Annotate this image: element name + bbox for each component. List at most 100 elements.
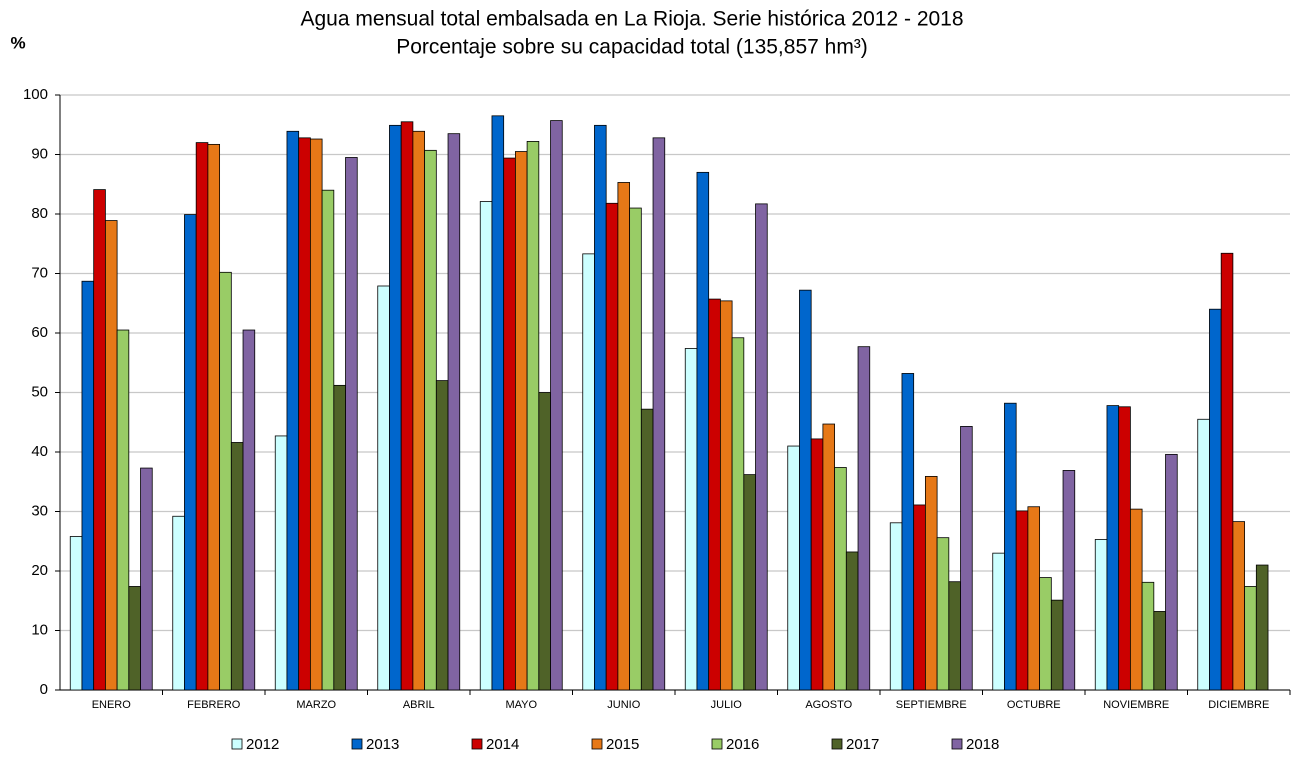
- x-tick-label: OCTUBRE: [1007, 699, 1061, 711]
- y-axis-label: %: [10, 33, 25, 52]
- bar: [1027, 506, 1041, 691]
- legend-label: 2017: [846, 736, 879, 753]
- legend-label: 2016: [726, 736, 759, 753]
- bar: [286, 130, 300, 691]
- x-tick-label: NOVIEMBRE: [1103, 699, 1169, 711]
- bar: [594, 124, 607, 691]
- x-tick-label: DICIEMBRE: [1208, 699, 1269, 711]
- x-tick-label: SEPTIEMBRE: [896, 699, 967, 711]
- bar: [708, 298, 721, 691]
- bar: [913, 504, 926, 691]
- bar: [1209, 308, 1222, 691]
- bar: [412, 130, 426, 691]
- x-tick-label: ABRIL: [403, 699, 435, 711]
- y-tick-label: 70: [31, 264, 48, 281]
- bar: [514, 151, 528, 691]
- bar: [503, 157, 516, 691]
- bar: [1220, 252, 1234, 691]
- x-tick-label: JULIO: [711, 699, 743, 711]
- bar: [377, 285, 390, 691]
- bar: [1153, 611, 1166, 691]
- bar: [755, 203, 768, 691]
- bar: [128, 586, 141, 691]
- bar: [1129, 508, 1143, 691]
- bar: [731, 337, 745, 691]
- x-tick-label: JUNIO: [607, 699, 640, 711]
- x-tick-label: MAYO: [505, 699, 537, 711]
- legend-label: 2014: [486, 736, 519, 753]
- bar: [640, 408, 654, 691]
- legend-swatch: [231, 738, 243, 750]
- bar: [719, 300, 733, 691]
- bar: [1062, 470, 1076, 691]
- x-tick-label: FEBRERO: [187, 699, 241, 711]
- bar: [424, 149, 437, 691]
- bar: [207, 143, 221, 691]
- legend-swatch: [951, 738, 963, 750]
- bar: [1197, 418, 1210, 691]
- bar: [69, 536, 83, 691]
- legend-swatch: [471, 738, 483, 750]
- bar: [93, 189, 106, 691]
- bar: [1050, 599, 1064, 691]
- bar: [526, 141, 540, 691]
- bar: [810, 438, 824, 691]
- y-tick-label: 30: [31, 502, 48, 519]
- bar: [889, 522, 903, 691]
- bar: [960, 426, 973, 691]
- bar: [345, 157, 358, 691]
- y-tick-label: 0: [40, 681, 48, 698]
- y-tick-label: 10: [31, 621, 48, 638]
- bar: [1165, 453, 1178, 691]
- bar: [605, 202, 619, 691]
- y-tick-label: 50: [31, 383, 48, 400]
- bar: [924, 475, 938, 691]
- legend-label: 2018: [966, 736, 999, 753]
- bar: [479, 201, 493, 691]
- bar: [787, 445, 800, 691]
- legend-label: 2013: [366, 736, 399, 753]
- bar: [447, 133, 461, 691]
- bar: [219, 271, 232, 691]
- bar: [435, 380, 449, 691]
- bar: [321, 189, 335, 691]
- bar: [172, 515, 185, 691]
- y-tick-label: 100: [23, 86, 48, 103]
- bar: [1004, 402, 1017, 691]
- bar: [696, 171, 710, 691]
- bar: [684, 348, 698, 691]
- bar: [116, 329, 130, 691]
- bar: [230, 442, 244, 691]
- bar: [652, 137, 666, 691]
- y-tick-label: 90: [31, 145, 48, 162]
- bar: [389, 124, 402, 691]
- legend-label: 2012: [246, 736, 279, 753]
- bar: [1094, 539, 1108, 691]
- bar: [582, 253, 595, 691]
- bar: [834, 467, 847, 691]
- bar: [104, 220, 118, 691]
- bar: [901, 373, 915, 691]
- bar: [1141, 581, 1155, 691]
- bar: [743, 474, 756, 691]
- bar: [1039, 577, 1052, 691]
- bar: [799, 289, 812, 691]
- bar: [857, 346, 871, 691]
- y-tick-label: 40: [31, 443, 48, 460]
- legend-swatch: [831, 738, 843, 750]
- bar: [617, 182, 631, 691]
- y-tick-label: 80: [31, 205, 48, 222]
- bar: [81, 280, 95, 691]
- bar: [1244, 586, 1257, 691]
- bar: [845, 551, 859, 691]
- legend-swatch: [711, 738, 723, 750]
- bar: [550, 120, 563, 691]
- bar: [948, 581, 961, 691]
- x-tick-label: MARZO: [296, 699, 336, 711]
- bar: [333, 384, 346, 691]
- bar: [242, 329, 256, 691]
- x-tick-label: AGOSTO: [805, 699, 852, 711]
- bar: [538, 392, 551, 691]
